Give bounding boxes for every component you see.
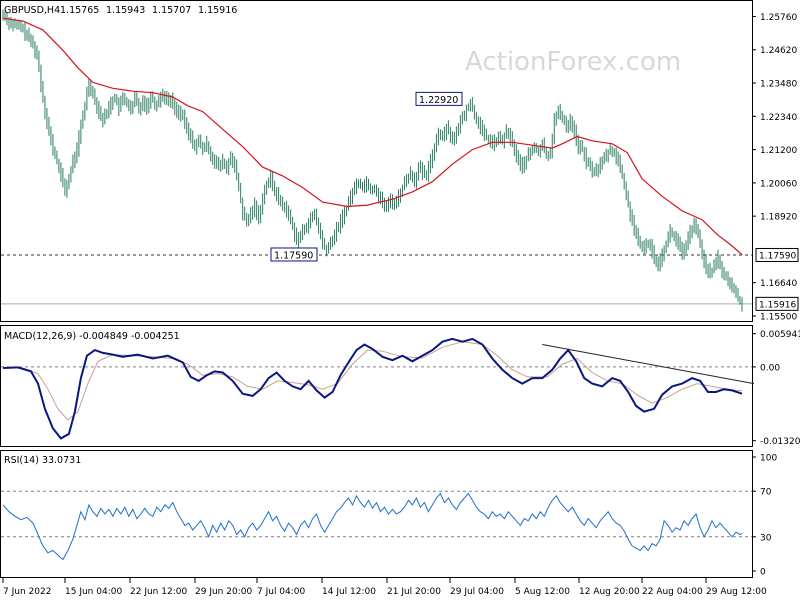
macd-tick-label: 0.005941: [760, 330, 800, 340]
price-tick-label: 1.20060: [760, 179, 797, 189]
close-value: 1.15916: [198, 5, 237, 16]
macd-plot: [1, 337, 755, 440]
macd-label: MACD(12,26,9) -0.004849 -0.004251: [4, 331, 180, 342]
low-annotation-box: [270, 247, 318, 262]
open-value: 1.15765: [60, 5, 99, 16]
level-price-box: 1.17590: [755, 247, 799, 262]
price-pane: [0, 0, 753, 322]
macd-pane: [0, 325, 753, 447]
price-tick-label: 1.24620: [760, 46, 797, 56]
price-plot: 1.22920 1.17590: [1, 9, 752, 312]
time-tick-label: 21 Jul 20:00: [387, 587, 441, 597]
price-header: GBPUSD,H4 1.15765 1.15943 1.15707 1.1591…: [4, 5, 237, 16]
watermark: ActionForex.com: [465, 47, 681, 77]
time-x-axis: 7 Jun 2022 15 Jun 04:00 22 Jun 12:00 29 Jun…: [2, 578, 767, 597]
price-tick-label: 1.15500: [760, 313, 797, 323]
time-tick-label: 15 Jun 04:00: [65, 587, 122, 597]
price-tick-label: 1.21200: [760, 146, 797, 156]
low-annotation-text: 1.17590: [274, 250, 313, 261]
level-price-box-frame: [755, 247, 799, 262]
symbol-label: GBPUSD,H4: [4, 5, 60, 16]
time-tick-label: 5 Aug 12:00: [515, 587, 570, 597]
high-value: 1.15943: [106, 5, 145, 16]
time-tick-label: 29 Aug 12:00: [706, 587, 767, 597]
moving-average-line: [2, 17, 743, 256]
current-price-box: 1.15916: [755, 296, 799, 311]
rsi-tick-label: 0: [760, 568, 766, 578]
time-tick-label: 22 Jun 12:00: [130, 587, 187, 597]
time-tick-label: 22 Aug 04:00: [642, 587, 703, 597]
rsi-tick-label: 70: [760, 488, 772, 498]
price-tick-label: 1.16640: [760, 279, 797, 289]
rsi-pane: [0, 450, 753, 578]
low-value: 1.15707: [152, 5, 191, 16]
rsi-label: RSI(14) 33.0731: [4, 455, 81, 466]
price-tick-label: 1.18920: [760, 213, 797, 223]
time-tick-label: 29 Jun 20:00: [195, 587, 252, 597]
rsi-tick-label: 100: [760, 454, 777, 464]
time-tick-label: 29 Jul 04:00: [450, 587, 504, 597]
price-tick-label: 1.22340: [760, 113, 797, 123]
macd-y-axis: 0.005941 0.00 -0.013207: [752, 330, 800, 447]
price-tick-label: 1.25760: [760, 13, 797, 23]
time-tick-label: 7 Jun 2022: [3, 587, 51, 597]
time-tick-label: 7 Jul 04:00: [257, 587, 306, 597]
price-tick-label: 1.23480: [760, 80, 797, 90]
rsi-tick-label: 30: [760, 533, 772, 543]
current-price-box-text: 1.15916: [759, 300, 796, 310]
macd-main-line: [2, 337, 743, 440]
rsi-y-axis: 100 70 30 0: [752, 454, 777, 578]
low-annotation: 1.17590: [270, 247, 318, 262]
high-annotation-box: [415, 91, 463, 106]
time-tick-label: 14 Jul 12:00: [322, 587, 376, 597]
high-annotation-text: 1.22920: [419, 95, 458, 106]
high-annotation: 1.22920: [415, 91, 463, 106]
price-y-axis: 1.25760 1.24620 1.23480 1.22340 1.21200 1.200…: [752, 13, 799, 323]
macd-trendline: [542, 344, 755, 385]
macd-tick-label: 0.00: [760, 363, 780, 373]
time-tick-label: 12 Aug 20:00: [579, 587, 640, 597]
current-price-box-frame: [755, 296, 799, 311]
rsi-line: [2, 492, 743, 561]
macd-tick-label: -0.013207: [760, 437, 800, 447]
level-price-box-text: 1.17590: [759, 251, 796, 261]
rsi-plot: [1, 490, 752, 561]
